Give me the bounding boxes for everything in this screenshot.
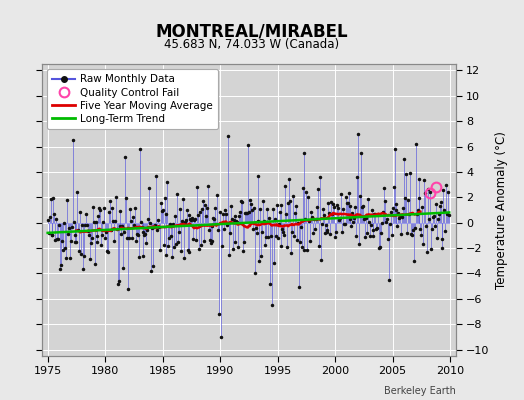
Text: MONTREAL/MIRABEL: MONTREAL/MIRABEL [155, 22, 348, 40]
Text: 45.683 N, 74.033 W (Canada): 45.683 N, 74.033 W (Canada) [164, 38, 339, 51]
Text: Berkeley Earth: Berkeley Earth [384, 386, 456, 396]
Legend: Raw Monthly Data, Quality Control Fail, Five Year Moving Average, Long-Term Tren: Raw Monthly Data, Quality Control Fail, … [47, 69, 219, 129]
Y-axis label: Temperature Anomaly (°C): Temperature Anomaly (°C) [495, 131, 508, 289]
